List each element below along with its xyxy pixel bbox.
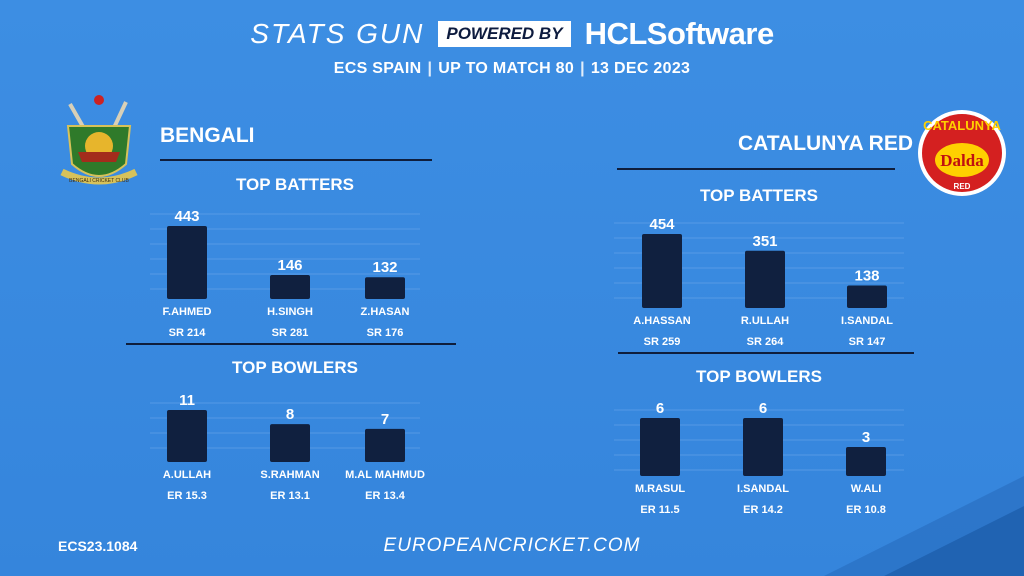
category-label: F.AHMED	[163, 306, 212, 318]
bengali-logo-icon: BENGALI CRICKET CLUB	[60, 95, 138, 185]
subtitle-scope: UP TO MATCH 80	[438, 60, 575, 77]
data-label: 351	[752, 233, 777, 250]
chart-bengali-bowlers: 11 A.ULLAH ER 15.3 8 S.RAHMAN ER 13.1 7 M.AL MA…	[150, 392, 425, 502]
brand-row: STATS GUN POWERED BY HCLSoftware	[0, 14, 1024, 54]
bar	[640, 418, 680, 476]
catalunya-logo-top-text: CATALUNYA	[923, 118, 1001, 133]
data-label: 6	[656, 400, 664, 417]
data-label: 138	[854, 268, 879, 285]
chart-bengali-batters: 443 F.AHMED SR 214 146 H.SINGH SR 281 132 Z.HAS…	[150, 208, 420, 339]
bar	[270, 424, 310, 462]
data-label: 6	[759, 400, 767, 417]
bengali-logo-text: BENGALI CRICKET CLUB	[69, 178, 129, 184]
decorative-swoosh	[824, 476, 1024, 576]
bar	[167, 226, 207, 299]
section-title-catalunya-bowlers: TOP BOWLERS	[696, 367, 822, 386]
section-title-catalunya-batters: TOP BATTERS	[699, 186, 819, 205]
team-rule-bengali	[160, 159, 432, 161]
category-label: A.ULLAH	[163, 469, 211, 481]
stat-sublabel: ER 13.1	[270, 490, 310, 502]
category-label: H.SINGH	[267, 306, 313, 318]
bar	[847, 285, 887, 308]
bar	[846, 447, 886, 476]
stat-sublabel: SR 264	[747, 336, 785, 348]
stat-sublabel: ER 15.3	[167, 490, 207, 502]
category-label: I.SANDAL	[841, 315, 893, 327]
chart-catalunya-bowlers: 6 M.RASUL ER 11.5 6 I.SANDAL ER 14.2 3 W.ALI ER …	[614, 400, 904, 516]
stat-sublabel: SR 259	[644, 336, 681, 348]
stat-sublabel: ER 10.8	[846, 504, 886, 516]
category-label: M.AL MAHMUD	[345, 469, 425, 481]
chart-catalunya-batters: 454 A.HASSAN SR 259 351 R.ULLAH SR 264 138 I.SA…	[614, 216, 904, 348]
bar	[365, 428, 405, 462]
subtitle: ECS SPAIN | UP TO MATCH 80 | 13 DEC 2023	[0, 60, 1024, 78]
data-label: 11	[179, 392, 195, 409]
data-label: 454	[649, 216, 675, 233]
section-title-bengali-bowlers: TOP BOWLERS	[232, 358, 358, 377]
section-rule-catalunya	[618, 352, 914, 354]
section-title-bengali-batters: TOP BATTERS	[235, 175, 355, 194]
subtitle-separator: |	[580, 60, 585, 77]
stat-sublabel: ER 14.2	[743, 504, 783, 516]
catalunya-logo-icon: CATALUNYA Dalda RED	[918, 110, 1006, 196]
stat-sublabel: SR 176	[367, 327, 404, 339]
bar	[365, 277, 405, 299]
team-rule-catalunya	[617, 168, 895, 170]
category-label: W.ALI	[851, 483, 882, 495]
catalunya-logo-bottom-text: RED	[954, 182, 971, 191]
team-name-bengali: BENGALI	[160, 124, 255, 147]
data-label: 146	[277, 257, 302, 274]
header: STATS GUN POWERED BY HCLSoftware ECS SPA…	[0, 14, 1024, 78]
bar	[270, 274, 310, 299]
bar	[743, 418, 783, 476]
bar	[745, 250, 785, 308]
subtitle-competition: ECS SPAIN	[333, 60, 422, 77]
data-label: 443	[174, 208, 199, 225]
data-label: 132	[372, 259, 397, 276]
team-name-catalunya: CATALUNYA RED	[738, 132, 914, 155]
subtitle-date: 13 DEC 2023	[590, 60, 691, 77]
bar	[167, 410, 207, 462]
sponsor-logo-text: HCLSoftware	[584, 16, 775, 51]
stat-sublabel: ER 13.4	[365, 490, 406, 502]
category-label: R.ULLAH	[741, 315, 789, 327]
stat-sublabel: SR 281	[272, 327, 309, 339]
bar	[642, 234, 682, 308]
category-label: Z.HASAN	[361, 306, 410, 318]
data-label: 3	[862, 429, 870, 446]
brand-title: STATS GUN	[250, 18, 425, 49]
data-label: 7	[381, 411, 389, 428]
subtitle-separator: |	[427, 60, 433, 77]
category-label: I.SANDAL	[737, 483, 789, 495]
category-label: A.HASSAN	[633, 315, 691, 327]
stat-sublabel: SR 147	[849, 336, 886, 348]
category-label: M.RASUL	[635, 483, 685, 495]
stat-sublabel: SR 214	[169, 327, 207, 339]
powered-by-badge: POWERED BY	[438, 21, 571, 47]
catalunya-logo-center-text: Dalda	[940, 151, 984, 170]
category-label: S.RAHMAN	[260, 469, 319, 481]
data-label: 8	[286, 406, 294, 423]
footer-website[interactable]: EUROPEANCRICKET.COM	[383, 535, 641, 556]
footer-code: ECS23.1084	[58, 538, 138, 554]
stat-sublabel: ER 11.5	[640, 504, 679, 516]
section-rule-bengali	[126, 343, 456, 345]
